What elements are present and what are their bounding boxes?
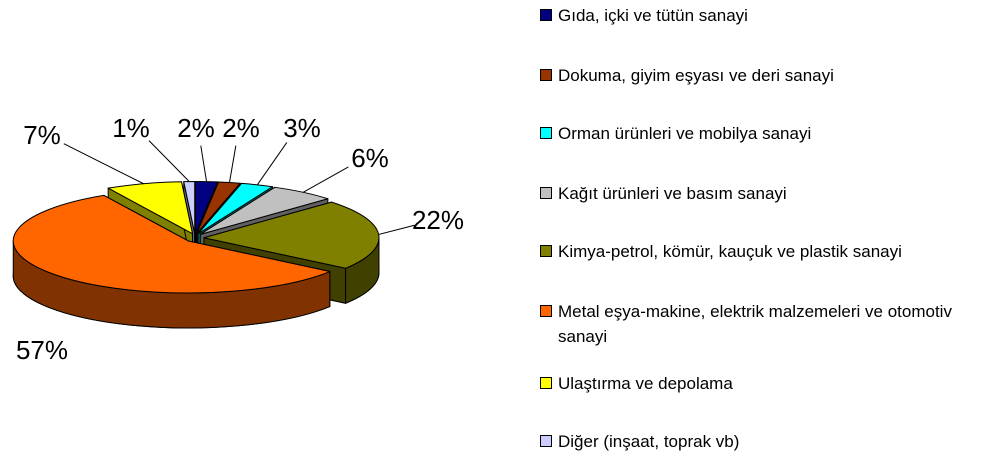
data-label: 7% (23, 120, 61, 150)
legend-label: Metal eşya-makine, elektrik malzemeleri … (558, 302, 952, 346)
legend-swatch (540, 127, 552, 139)
legend-swatch (540, 435, 552, 447)
slice (195, 181, 218, 235)
legend-label: Kağıt ürünleri ve basım sanayi (558, 184, 787, 203)
leader-line (228, 145, 237, 183)
data-label: 2% (222, 113, 260, 143)
legend-label: Ulaştırma ve depolama (558, 374, 733, 393)
legend-label: Dokuma, giyim eşyası ve deri sanayi (558, 66, 834, 85)
leader-line (200, 145, 208, 182)
leader-line (302, 166, 349, 193)
legend-item: Dokuma, giyim eşyası ve deri sanayi (540, 63, 958, 88)
legend-swatch (540, 69, 552, 81)
legend-label: Gıda, içki ve tütün sanayi (558, 6, 748, 25)
legend-swatch (540, 9, 552, 21)
legend-swatch (540, 305, 552, 317)
legend-label: Orman ürünleri ve mobilya sanayi (558, 124, 812, 143)
data-label: 2% (177, 113, 215, 143)
legend-item: Orman ürünleri ve mobilya sanayi (540, 121, 958, 146)
leader-line (63, 143, 144, 185)
leader-line (378, 224, 415, 235)
legend-label: Diğer (inşaat, toprak vb) (558, 432, 740, 451)
legend-item: Diğer (inşaat, toprak vb) (540, 429, 958, 454)
legend-swatch (540, 377, 552, 389)
legend-swatch (540, 187, 552, 199)
legend-label: Kimya-petrol, kömür, kauçuk ve plastik s… (558, 242, 902, 261)
legend-swatch (540, 245, 552, 257)
slice (107, 181, 193, 235)
leader-line (256, 142, 288, 186)
data-label: 6% (351, 143, 389, 173)
legend-item: Metal eşya-makine, elektrik malzemeleri … (540, 299, 958, 349)
slice (12, 194, 331, 294)
legend-item: Kağıt ürünleri ve basım sanayi (540, 181, 958, 206)
legend-item: Ulaştırma ve depolama (540, 371, 958, 396)
legend-item: Gıda, içki ve tütün sanayi (540, 3, 958, 28)
slice (197, 182, 274, 235)
leader-line (148, 140, 190, 182)
legend-item: Kimya-petrol, kömür, kauçuk ve plastik s… (540, 239, 958, 264)
data-label: 3% (283, 113, 321, 143)
data-label: 1% (112, 113, 150, 143)
data-label: 22% (412, 205, 464, 235)
slice (203, 201, 380, 269)
data-label: 57% (16, 335, 68, 365)
pie-area: 2% 2% 3% 6% 22% 57% 7% 1% (12, 113, 464, 365)
